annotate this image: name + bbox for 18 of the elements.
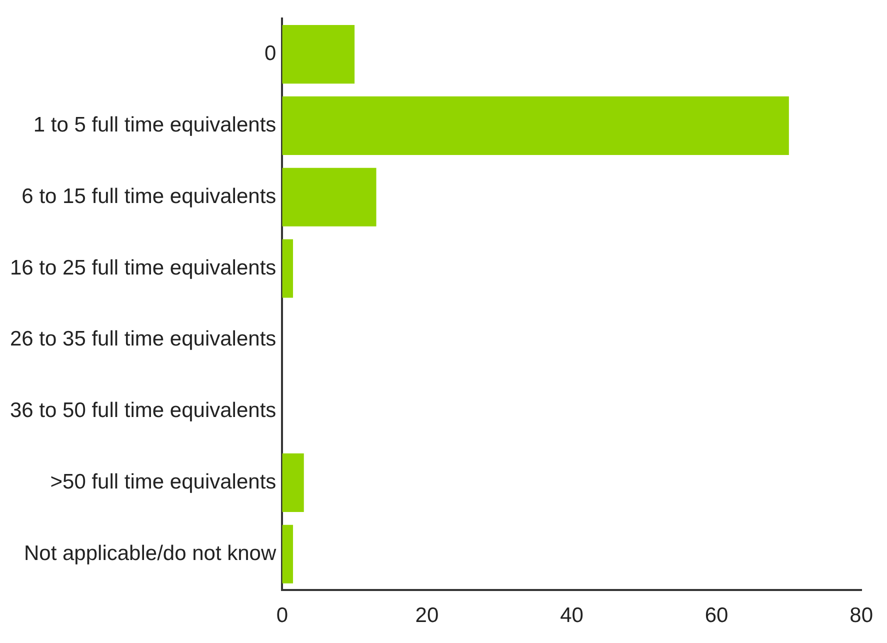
x-tick-label: 80 <box>850 604 873 628</box>
y-tick-label: 16 to 25 full time equivalents <box>10 256 276 280</box>
y-tick-label: 1 to 5 full time equivalents <box>33 113 276 136</box>
bar <box>282 524 294 584</box>
bar <box>282 96 789 155</box>
y-tick-label: 0 <box>264 42 276 66</box>
y-tick-label: 26 to 35 full time equivalents <box>10 328 276 351</box>
y-tick-label: Not applicable/do not know <box>24 542 277 565</box>
y-tick-label: 6 to 15 full time equivalents <box>22 184 276 208</box>
y-tick-label: 36 to 50 full time equivalents <box>10 399 276 422</box>
y-tick-label: >50 full time equivalents <box>50 470 276 494</box>
bar <box>282 25 355 84</box>
x-tick-label: 20 <box>415 604 439 628</box>
bar <box>282 239 294 298</box>
x-tick-label: 40 <box>560 604 584 628</box>
x-tick-label: 60 <box>704 604 728 628</box>
bar <box>282 453 304 512</box>
bar <box>282 168 376 226</box>
